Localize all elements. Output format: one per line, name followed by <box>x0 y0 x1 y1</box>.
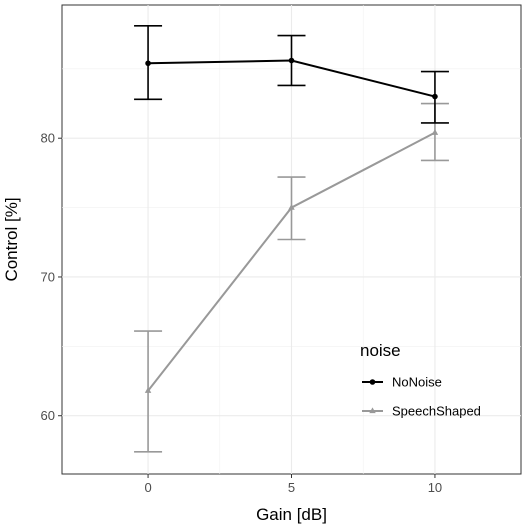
y-tick-label: 80 <box>41 131 55 146</box>
legend-key-marker <box>369 407 376 414</box>
legend-label: SpeechShaped <box>392 404 481 419</box>
data-point <box>144 387 152 393</box>
x-axis-title: Gain [dB] <box>256 505 327 524</box>
series-group <box>134 25 449 453</box>
data-point <box>432 93 438 100</box>
legend-item-speechshaped: SpeechShaped <box>362 404 481 419</box>
y-tick-label: 70 <box>41 269 55 284</box>
axes: 60 70 80 0 5 10 <box>41 131 443 495</box>
x-tick-label: 0 <box>144 480 151 495</box>
legend-label: NoNoise <box>392 375 442 390</box>
legend-key-marker <box>369 379 376 385</box>
legend-item-nonoise: NoNoise <box>362 375 442 390</box>
series-nonoise <box>134 25 449 124</box>
y-tick-label: 60 <box>41 408 55 423</box>
x-tick-label: 5 <box>288 480 295 495</box>
data-point <box>431 129 439 135</box>
legend-title: noise <box>360 341 401 360</box>
x-tick-label: 10 <box>428 480 442 495</box>
data-point <box>288 57 295 64</box>
data-point <box>288 203 295 210</box>
data-point <box>145 60 151 67</box>
legend: noise NoNoise SpeechShaped <box>360 341 481 419</box>
y-axis-title: Control [%] <box>2 197 21 281</box>
